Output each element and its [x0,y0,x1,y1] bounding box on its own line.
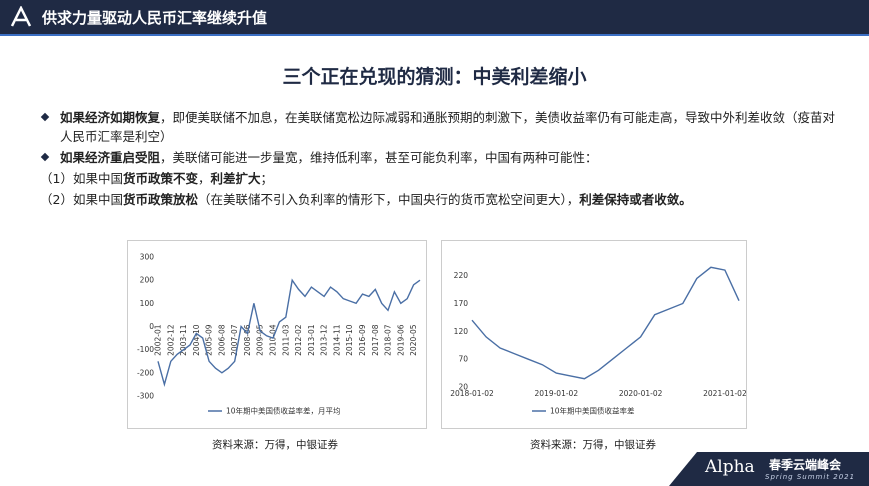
point: 如果经济如期恢复，即便美联储不加息，在美联储宽松边际减弱和通胀预期的刺激下，美债… [40,108,840,146]
point-text: ，即便美联储不加息，在美联储宽松边际减弱和通胀预期的刺激下，美债收益率仍有可能走… [60,110,836,144]
y-tick-label: -100 [137,345,154,354]
point-text: 货币政策不变 [122,171,198,186]
x-tick-label: 2002-01 [154,324,163,356]
event: 春季云端峰会 [769,458,842,472]
x-tick-label: 2020-01-02 [619,389,663,398]
y-tick-label: 200 [140,276,155,285]
chart: -300 -200 -100 0 100 200 300 2002-01 2002-12 2003… [137,253,421,416]
points: 如果经济如期恢复，即便美联储不加息，在美联储宽松边际减弱和通胀预期的刺激下，美债… [40,108,840,211]
x-tick-label: 2020-05 [409,324,418,356]
point-text: （1）如果中国 [40,171,123,186]
y-tick-label: 300 [140,253,155,262]
point-text: 如果经济重启受阻 [60,150,161,165]
x-tick-label: 2004-10 [192,324,201,356]
y-tick-label: -200 [137,368,154,377]
brand: Alpha [705,457,755,477]
point: 如果经济重启受阻，美联储可能进一步量宽，维持低利率，甚至可能负利率，中国有两种可… [40,148,840,167]
y-tick-label: 0 [149,322,154,331]
x-tick-label: 2019-01-02 [535,389,579,398]
y-tick-label: 20 [458,383,468,392]
point-text: 利差扩大 [210,171,261,186]
point: （1）如果中国货币政策不变，利差扩大； [40,169,840,188]
point-text: 货币政策放松 [122,192,198,207]
logo [10,6,32,27]
footer: Alpha 春季云端峰会 Spring Summit 2021 [669,452,869,486]
x-tick-label: 2019-06 [396,324,405,356]
x-tick-label: 2006-08 [217,324,226,356]
series-line [157,278,421,388]
point-text: ，美联储可能进一步量宽，维持低利率，甚至可能负利率，中国有两种可能性： [160,150,598,165]
x-tick-label: 2018-01-02 [450,389,494,398]
x-tick-label: 2018-07 [384,324,393,356]
x-tick-label: 2013-12 [320,324,329,356]
point: （2）如果中国货币政策放松（在美联储不引入负利率的情形下，中国央行的货币宽松空间… [40,190,840,209]
y-tick-label: 120 [454,327,469,336]
y-tick-label: 220 [454,271,469,280]
point-text: 利差保持或者收敛。 [579,192,692,207]
x-tick-label: 2013-01 [307,324,316,356]
x-tick-label: 2008-06 [243,324,252,356]
x-tick-label: 2002-12 [166,324,175,356]
point-text: ； [260,171,274,186]
x-tick-label: 2012-02 [294,324,303,356]
event-sub: Spring Summit 2021 [765,473,856,481]
x-tick-label: 2005-09 [205,324,214,356]
x-tick-label: 2016-09 [358,324,367,356]
point-text: （2）如果中国 [40,192,123,207]
x-tick-label: 2017-08 [371,324,380,356]
series-line [471,266,740,380]
x-tick-label: 2015-10 [345,324,354,356]
x-tick-label: 2003-11 [179,324,188,356]
x-tick-label: 2010-04 [269,324,278,356]
y-tick-label: 170 [454,299,469,308]
x-tick-label: 2011-03 [281,324,290,356]
point-text: ， [197,171,211,186]
y-tick-label: 100 [140,299,155,308]
main-title: 三个正在兑现的猜测：中美利差缩小 [282,66,587,88]
x-tick-label: 2021-01-02 [703,389,746,398]
source: 资料来源：万得，中银证券 [212,439,338,451]
x-tick-label: 2009-05 [256,324,265,356]
header: 供求力量驱动人民币汇率继续升值 [0,0,869,36]
legend-label: 10年期中美国债收益率差 [550,406,635,416]
chart-frame: -300 -200 -100 0 100 200 300 2002-01 2002-12 2003… [127,240,427,429]
chart-frame: 20 70 120 170 220 2018-01-02 2019-01-02 2020-01… [441,240,747,429]
x-tick-label: 2014-11 [332,324,341,356]
header-title: 供求力量驱动人民币汇率继续升值 [42,9,268,27]
chart: 20 70 120 170 220 2018-01-02 2019-01-02 2020-01… [450,266,747,416]
y-tick-label: 70 [458,355,468,364]
source: 资料来源：万得，中银证券 [530,439,656,451]
x-tick-label: 2007-07 [230,324,239,356]
legend-label: 10年期中美国债收益率差，月平均 [226,406,341,416]
y-tick-label: -300 [137,392,154,401]
point-text: （在美联储不引入负利率的情形下，中国央行的货币宽松空间更大）， [197,192,580,207]
point-text: 如果经济如期恢复 [60,110,161,125]
